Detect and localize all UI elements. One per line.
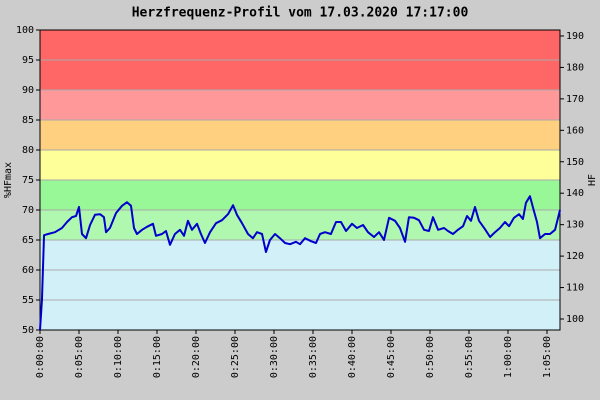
- y2-tick-label: 160: [566, 125, 584, 136]
- y-tick-label: 60: [22, 265, 34, 276]
- y-tick-label: 65: [22, 235, 34, 246]
- y-tick-label: 50: [22, 325, 34, 336]
- x-tick-label: 0:45:00: [386, 336, 397, 378]
- x-tick-label: 0:55:00: [464, 336, 475, 378]
- y-tick-label: 75: [22, 175, 34, 186]
- y2-tick-label: 150: [566, 157, 584, 168]
- y2-tick-label: 140: [566, 188, 584, 199]
- y-tick-label: 100: [16, 25, 34, 36]
- x-tick-label: 0:40:00: [347, 336, 358, 378]
- y2-axis-label: HF: [587, 174, 598, 186]
- x-tick-label: 0:00:00: [35, 336, 46, 378]
- y2-tick-label: 110: [566, 283, 584, 294]
- zone: [40, 90, 560, 120]
- x-tick-label: 0:50:00: [425, 336, 436, 378]
- chart-title: Herzfrequenz-Profil vom 17.03.2020 17:17…: [132, 6, 469, 21]
- y2-tick-label: 100: [566, 314, 584, 325]
- y2-tick-label: 170: [566, 94, 584, 105]
- zone: [40, 150, 560, 180]
- x-tick-label: 1:05:00: [542, 336, 553, 378]
- y-tick-label: 85: [22, 115, 34, 126]
- y-tick-label: 70: [22, 205, 34, 216]
- y2-tick-label: 120: [566, 251, 584, 262]
- y-tick-label: 55: [22, 295, 34, 306]
- y-axis-label: %HFmax: [3, 162, 14, 198]
- x-tick-label: 0:10:00: [113, 336, 124, 378]
- zone: [40, 180, 560, 210]
- plot-frame: [39, 29, 561, 331]
- x-tick-label: 0:20:00: [191, 336, 202, 378]
- y-tick-label: 95: [22, 55, 34, 66]
- x-tick-label: 0:35:00: [308, 336, 319, 378]
- x-tick-label: 0:05:00: [74, 336, 85, 378]
- hr-line: [39, 195, 561, 331]
- x-tick-label: 0:15:00: [152, 336, 163, 378]
- zone: [40, 120, 560, 150]
- x-tick-label: 1:00:00: [503, 336, 514, 378]
- y2-tick-label: 130: [566, 220, 584, 231]
- y-tick-label: 80: [22, 145, 34, 156]
- x-tick-label: 0:30:00: [269, 336, 280, 378]
- y-tick-label: 90: [22, 85, 34, 96]
- y2-tick-label: 180: [566, 62, 584, 73]
- x-tick-label: 0:25:00: [230, 336, 241, 378]
- y2-tick-label: 190: [566, 31, 584, 42]
- zone: [40, 240, 560, 330]
